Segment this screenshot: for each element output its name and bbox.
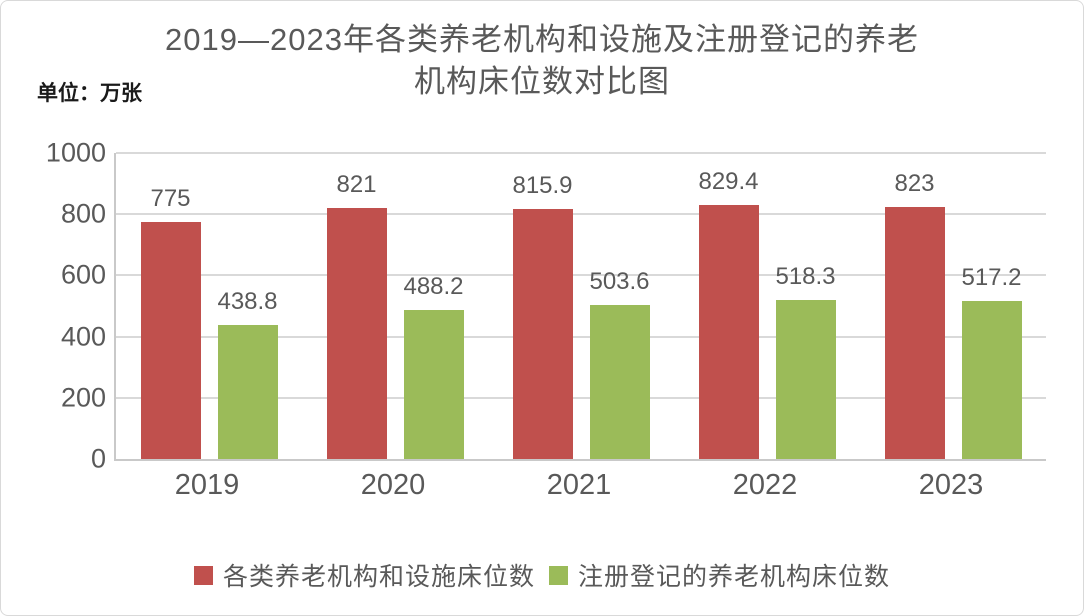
x-tick-label-2023: 2023	[918, 469, 984, 501]
y-tick-label-1000: 1000	[45, 137, 106, 168]
y-tick-label-600: 600	[60, 259, 106, 290]
bar-2021-各类养老机构和设施床位数: 815.9	[512, 172, 573, 459]
bar-2020-注册登记的养老机构床位数: 488.2	[403, 273, 464, 459]
bar-2022-各类养老机构和设施床位数: 829.4	[698, 168, 759, 459]
bar-value-label: 823	[894, 170, 935, 198]
legend-label: 各类养老机构和设施床位数	[222, 563, 535, 591]
x-tick-label-2020: 2020	[360, 469, 426, 501]
gridline-1000	[116, 152, 1046, 154]
bar-2021-注册登记的养老机构床位数: 503.6	[589, 268, 650, 459]
bar-2022-注册登记的养老机构床位数: 518.3	[775, 263, 836, 459]
gridline-800	[116, 213, 1046, 216]
x-tick-label-2021: 2021	[546, 469, 612, 501]
bar-value-label: 488.2	[403, 272, 464, 300]
bar-group-2020: 821 488.2	[302, 153, 488, 459]
bar-value-label: 775	[150, 184, 191, 212]
y-tick-label-800: 800	[60, 198, 106, 229]
gridline-600	[116, 274, 1046, 277]
y-axis: 0 200 400 600 800 1000	[1, 138, 106, 474]
bar-value-label: 438.8	[217, 287, 278, 315]
bar-2019-注册登记的养老机构床位数: 438.8	[217, 288, 278, 459]
bar-2019-各类养老机构和设施床位数: 775	[140, 185, 201, 459]
bar-2023-各类养老机构和设施床位数: 823	[884, 170, 945, 459]
y-tick-label-200: 200	[60, 382, 106, 413]
bar-value-label: 518.3	[775, 263, 836, 291]
bar-value-label: 517.2	[961, 263, 1022, 291]
chart-title-line-1: 2019—2023年各类养老机构和设施及注册登记的养老	[165, 22, 919, 57]
legend-label: 注册登记的养老机构床位数	[578, 563, 891, 591]
bar-value-label: 821	[336, 170, 377, 198]
chart-title-line-2: 机构床位数对比图	[414, 64, 670, 99]
x-tick-label-2019: 2019	[174, 469, 240, 501]
y-tick-label-400: 400	[60, 321, 106, 352]
gridline-200	[116, 396, 1046, 399]
x-tick-label-2022: 2022	[732, 469, 798, 501]
bar-groups: 775 438.8 821 488.2 815.9 503.6 829.4 518.3 823 5…	[116, 153, 1046, 459]
plot-area: 775 438.8 821 488.2 815.9 503.6 829.4 518.3 823 5…	[114, 152, 1046, 461]
bar-value-label: 829.4	[698, 168, 759, 196]
y-tick-label-0: 0	[90, 443, 106, 474]
bar-group-2019: 775 438.8	[116, 153, 302, 459]
legend-swatch-icon	[549, 565, 568, 585]
bar-2023-注册登记的养老机构床位数: 517.2	[961, 264, 1022, 459]
legend: 各类养老机构和设施床位数 注册登记的养老机构床位数	[1, 557, 1083, 593]
legend-swatch-icon	[193, 565, 213, 585]
legend-item: 注册登记的养老机构床位数	[549, 557, 890, 593]
chart-title: 2019—2023年各类养老机构和设施及注册登记的养老 机构床位数对比图	[1, 19, 1083, 103]
bar-group-2022: 829.4 518.3	[674, 153, 860, 459]
bar-value-label: 815.9	[512, 172, 573, 200]
bar-group-2021: 815.9 503.6	[488, 153, 674, 459]
bar-2020-各类养老机构和设施床位数: 821	[326, 171, 387, 459]
gridline-400	[116, 335, 1046, 338]
x-axis: 2019 2020 2021 2022 2023	[114, 469, 1044, 502]
bar-value-label: 503.6	[589, 267, 650, 295]
unit-label: 单位：万张	[37, 81, 142, 105]
bar-group-2023: 823 517.2	[860, 153, 1046, 459]
legend-item: 各类养老机构和设施床位数	[193, 557, 535, 593]
